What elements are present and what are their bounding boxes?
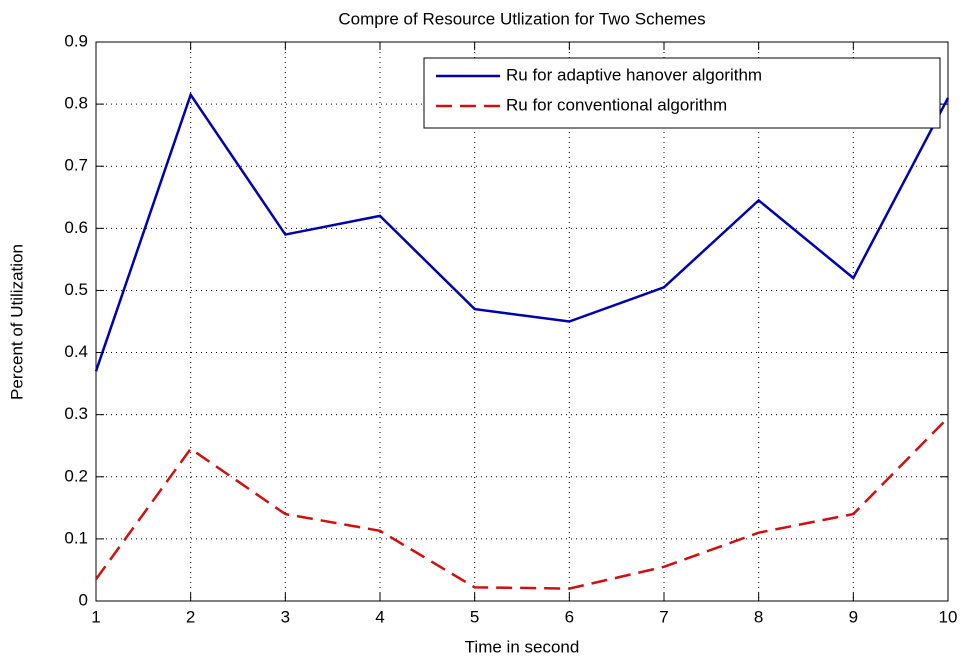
x-tick-label: 1 bbox=[91, 607, 100, 626]
y-axis-label: Percent of Utilization bbox=[7, 244, 26, 400]
y-tick-label: 0.3 bbox=[64, 404, 88, 423]
plot-frame bbox=[95, 41, 949, 602]
x-axis-label: Time in second bbox=[465, 637, 580, 656]
line-series bbox=[94, 416, 949, 590]
x-tick-label: 5 bbox=[470, 607, 479, 626]
x-tick-label: 3 bbox=[281, 607, 290, 626]
legend-label: Ru for adaptive hanover algorithm bbox=[506, 65, 762, 84]
x-tick-label: 8 bbox=[754, 607, 763, 626]
x-tick-label: 9 bbox=[849, 607, 858, 626]
y-tick-label: 0.7 bbox=[64, 156, 88, 175]
y-tick-label: 0.1 bbox=[64, 528, 88, 547]
x-tick-label: 4 bbox=[375, 607, 384, 626]
y-tick-label: 0.4 bbox=[64, 342, 88, 361]
line-series bbox=[94, 92, 950, 372]
y-tick-label: 0.6 bbox=[64, 218, 88, 237]
x-tick-label: 7 bbox=[659, 607, 668, 626]
x-tick-label: 2 bbox=[186, 607, 195, 626]
legend-label: Ru for conventional algorithm bbox=[506, 95, 727, 114]
chart-title: Compre of Resource Utlization for Two Sc… bbox=[338, 9, 705, 28]
y-tick-label: 0.8 bbox=[64, 94, 88, 113]
x-tick-label: 6 bbox=[565, 607, 574, 626]
x-tick-label: 10 bbox=[939, 607, 958, 626]
y-tick-label: 0 bbox=[79, 590, 88, 609]
y-tick-label: 0.9 bbox=[64, 31, 88, 50]
y-tick-label: 0.5 bbox=[64, 280, 88, 299]
legend-box bbox=[423, 57, 941, 129]
y-tick-label: 0.2 bbox=[64, 466, 88, 485]
